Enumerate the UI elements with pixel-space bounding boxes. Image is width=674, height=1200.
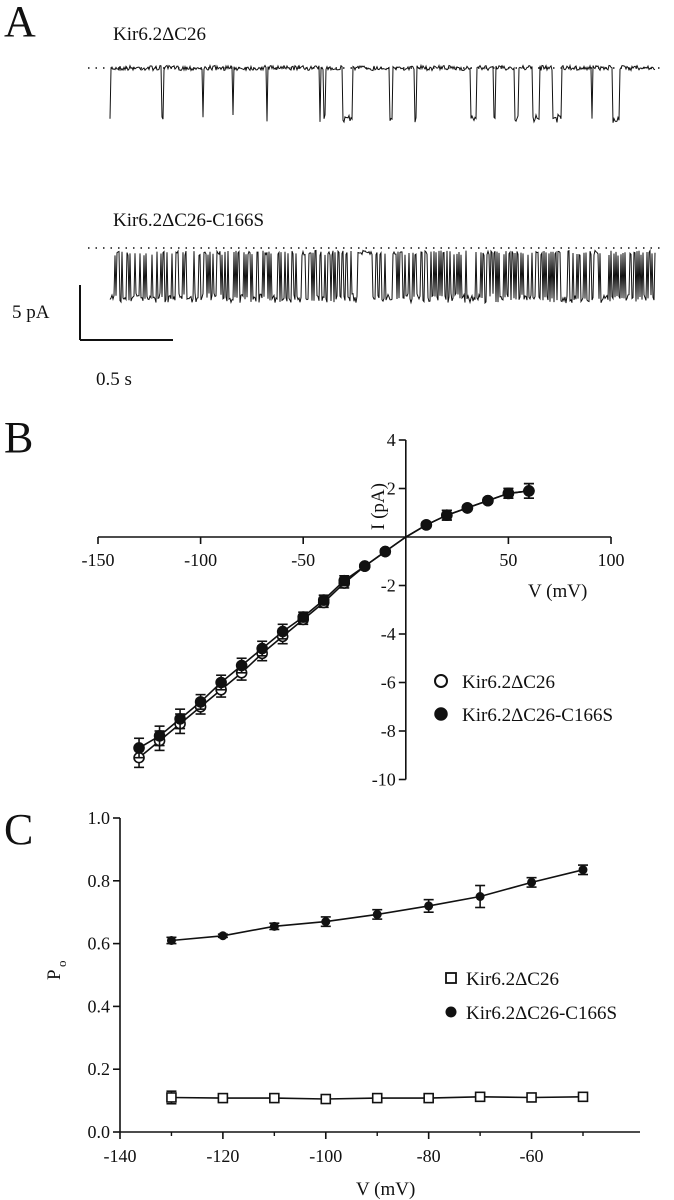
filled-circle-point (379, 545, 392, 558)
trace1-current-record (109, 63, 656, 124)
y-tick-label: -10 (372, 770, 396, 790)
panel-c-letter: C (4, 805, 33, 854)
trace2-label: Kir6.2ΔC26-C166S (113, 210, 264, 231)
filled-circle-point (269, 921, 279, 931)
open-square-point (166, 1092, 177, 1103)
current-trace-line (109, 63, 656, 124)
scale-time-label: 0.5 s (96, 369, 132, 390)
y-tick-label: 1.0 (88, 808, 111, 828)
open-square-point (423, 1092, 434, 1104)
current-trace-line (109, 248, 656, 305)
panel-b-data-points (133, 482, 535, 769)
open-square-point (269, 1092, 280, 1104)
x-tick-label: -140 (104, 1146, 137, 1166)
x-tick-label: -100 (309, 1146, 342, 1166)
y-tick-label: -8 (381, 721, 396, 741)
fit-line (171, 869, 584, 942)
open-square-point (320, 1093, 332, 1105)
y-tick-label: -6 (381, 673, 396, 693)
panel-b-legend-item-1: Kir6.2ΔC26 (462, 672, 555, 693)
filled-circle-point (297, 611, 310, 623)
filled-circle-point (174, 713, 186, 725)
y-tick-label: 0.0 (88, 1122, 111, 1142)
y-tick-label: 0.8 (88, 871, 111, 891)
filled-circle-point (317, 594, 330, 606)
x-tick-label: -60 (520, 1146, 544, 1166)
scale-current-label: 5 pA (12, 302, 50, 323)
panel-c-legend: Kir6.2ΔC26 Kir6.2ΔC26-C166S (445, 969, 617, 1024)
y-tick-label: -4 (381, 624, 396, 644)
panel-c-ylabel-main: P (44, 969, 65, 980)
y-tick-label: 0.4 (88, 996, 111, 1016)
open-square-point (526, 1092, 537, 1103)
trace1-label: Kir6.2ΔC26 (113, 24, 206, 45)
x-tick-label: -50 (291, 550, 315, 570)
panel-c-legend-item-1: Kir6.2ΔC26 (466, 969, 559, 990)
panel-c-ylabel: P o (44, 961, 69, 981)
x-tick-label: -100 (184, 550, 217, 570)
open-square-point (371, 1092, 383, 1104)
panel-b-axes: -150 -100 -50 50 100 -10 -8 -6 -4 -2 2 4 (82, 430, 625, 790)
filled-circle-point (578, 865, 588, 875)
x-tick-label: 50 (499, 550, 517, 570)
panel-c-ylabel-sub: o (54, 961, 69, 968)
panel-c: C -140 -120 -100 -80 -60 0.0 0.2 0.4 0.6 0.8 1.0 V… (4, 805, 640, 1200)
filled-circle-point (256, 642, 268, 655)
legend-open-square-marker (445, 972, 457, 984)
open-square-point (217, 1092, 229, 1104)
y-tick-label: 0.6 (88, 934, 111, 954)
panel-a-letter: A (4, 0, 36, 46)
x-tick-label: -80 (417, 1146, 441, 1166)
filled-circle-point (461, 502, 474, 514)
legend-filled-circle-marker (445, 1006, 457, 1018)
open-square-point (474, 1091, 486, 1103)
panel-a: A Kir6.2ΔC26 Kir6.2ΔC26-C166S 5 pA 0.5 s (4, 0, 660, 390)
filled-circle-point (215, 676, 227, 689)
filled-circle-point (475, 892, 485, 901)
panel-b-legend-item-2: Kir6.2ΔC26-C166S (462, 705, 613, 726)
panel-b: B -150 -100 -50 50 100 -10 -8 -6 -4 -2 2 4 V (mV) I… (4, 413, 625, 790)
y-tick-label: -2 (381, 576, 396, 596)
filled-circle-point (424, 901, 434, 911)
filled-circle-point (441, 509, 453, 521)
y-tick-label: 2 (387, 479, 396, 499)
filled-circle-point (194, 696, 207, 708)
filled-circle-point (527, 877, 537, 887)
filled-circle-point (372, 909, 382, 919)
legend-filled-circle-marker (434, 707, 448, 721)
panel-c-xlabel: V (mV) (356, 1179, 415, 1200)
panel-b-ylabel: I (pA) (368, 483, 389, 530)
filled-circle-point (166, 935, 176, 945)
filled-circle-point (133, 742, 145, 754)
trace2-current-record (109, 248, 656, 305)
filled-circle-point (523, 485, 535, 497)
y-tick-label: 0.2 (88, 1059, 111, 1079)
filled-circle-point (482, 494, 494, 507)
filled-circle-point (153, 730, 166, 742)
x-tick-label: -150 (82, 550, 115, 570)
filled-circle-point (358, 560, 371, 572)
x-tick-label: 100 (598, 550, 625, 570)
panel-b-letter: B (4, 413, 33, 462)
panel-c-axes: -140 -120 -100 -80 -60 0.0 0.2 0.4 0.6 0.8 1.0 (88, 808, 640, 1166)
filled-circle-point (276, 625, 289, 638)
filled-circle-point (502, 487, 515, 500)
panel-b-legend: Kir6.2ΔC26 Kir6.2ΔC26-C166S (434, 672, 613, 726)
open-square-point (577, 1091, 589, 1103)
panel-c-legend-item-2: Kir6.2ΔC26-C166S (466, 1003, 617, 1024)
x-tick-label: -120 (206, 1146, 239, 1166)
filled-circle-point (321, 917, 331, 927)
filled-circle-point (338, 574, 351, 587)
filled-circle-point (420, 519, 433, 531)
filled-circle-point (218, 931, 228, 941)
panel-b-xlabel: V (mV) (528, 581, 587, 602)
filled-circle-point (235, 659, 248, 672)
y-tick-label: 4 (387, 430, 396, 450)
panel-c-data-points (166, 864, 589, 1105)
legend-open-circle-marker (434, 674, 448, 688)
